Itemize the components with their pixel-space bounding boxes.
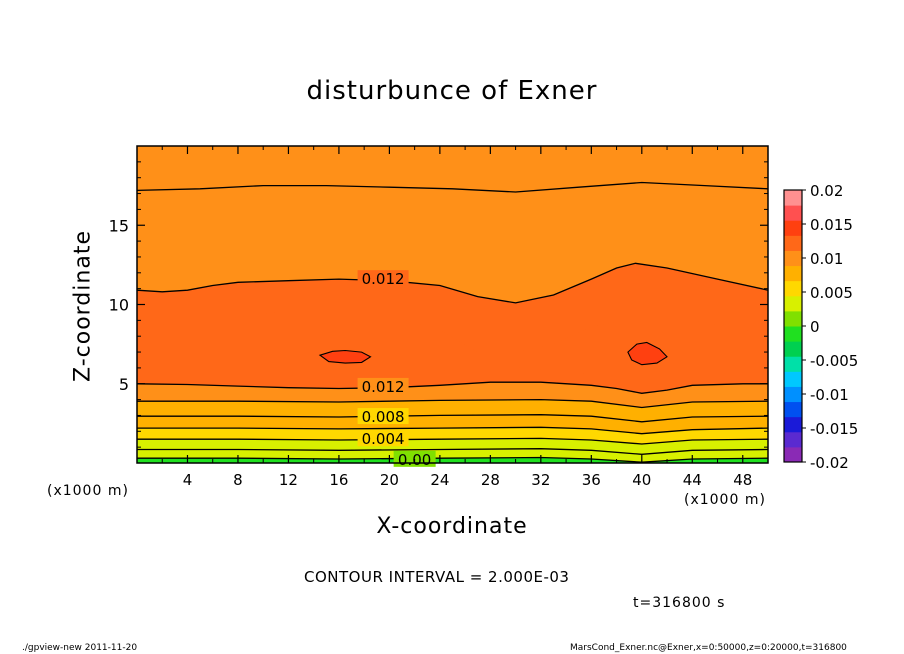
contour-band: [137, 414, 768, 434]
colorbar-tick-label: -0.015: [810, 420, 858, 438]
colorbar-tick-label: -0.005: [810, 352, 858, 370]
time-label: t=316800 s: [633, 595, 726, 611]
colorbar-swatch: [784, 416, 802, 433]
y-tick-label: 15: [109, 216, 129, 235]
x-tick-label: 40: [632, 471, 651, 489]
colorbar-swatch: [784, 401, 802, 418]
x-unit-label-left: (x1000 m): [47, 483, 129, 499]
contour-line: [137, 414, 769, 423]
x-axis-label: X-coordinate: [376, 514, 528, 539]
contour-line: [137, 448, 769, 455]
y-axis-label: Z-coordinate: [70, 230, 96, 382]
colorbar: 0.02 0.015 0.01 0.005 0 -0.005 -0.01 -0.015 -0.0…: [783, 182, 858, 472]
contour-label-bg: [357, 408, 409, 425]
colorbar-swatch: [784, 280, 802, 297]
contour-line-closed: [627, 341, 668, 366]
colorbar-swatch: [784, 446, 802, 463]
colorbar-tick-label: 0: [810, 318, 820, 336]
colorbar-swatch: [784, 220, 802, 236]
colorbar-swatch: [784, 190, 802, 206]
contour-line: [136, 381, 768, 394]
contour-line: [137, 426, 769, 435]
colorbar-swatch: [784, 326, 802, 342]
plot-area: [137, 146, 768, 463]
x-tick-label: 20: [380, 471, 399, 489]
footer-right: MarsCond_Exner.nc@Exner,x=0:50000,z=0:20…: [570, 643, 847, 653]
contour-label-bg: [357, 430, 409, 447]
x-unit-label-right: (x1000 m): [684, 492, 766, 508]
contour-line: [136, 181, 769, 193]
contour-band: [137, 309, 768, 378]
x-tick-label: 44: [683, 471, 702, 489]
contour-band: [137, 438, 768, 455]
colorbar-tick-label: 0.015: [810, 216, 853, 234]
contour-label: 0.004: [362, 430, 405, 448]
y-tick-label: 10: [109, 296, 129, 315]
colorbar-tick-label: -0.01: [810, 386, 849, 404]
colorbar-tick-label: 0.01: [810, 250, 843, 268]
contour-band: [137, 427, 768, 444]
x-tick-label: 8: [233, 471, 243, 489]
x-tick-label: 16: [329, 471, 348, 489]
colorbar-swatch: [784, 265, 802, 282]
colorbar-tick-label: 0.005: [810, 284, 853, 302]
colorbar-swatch: [784, 295, 802, 312]
colorbar-swatch: [784, 356, 802, 372]
contour-label: 0.012: [362, 270, 405, 288]
colorbar-swatch: [784, 250, 802, 267]
x-tick-label: 32: [531, 471, 550, 489]
x-tick-label: 36: [582, 471, 601, 489]
contour-band: [137, 146, 768, 192]
contour-band-maximum: [320, 350, 371, 364]
x-tick-label: 28: [481, 471, 500, 489]
colorbar-swatch: [784, 386, 802, 403]
contour-line: [137, 398, 769, 409]
colorbar-swatch: [784, 341, 802, 357]
x-tick-label: 4: [183, 471, 193, 489]
contour-label: 0.012: [362, 378, 405, 396]
contour-label: 0.008: [362, 408, 405, 426]
colorbar-tick-label: -0.02: [810, 454, 849, 472]
x-tick-label: 48: [733, 471, 752, 489]
colorbar-swatch: [784, 371, 802, 387]
contour-lines: [136, 181, 769, 463]
contour-label-bg: [357, 377, 409, 394]
contour-interval-note: CONTOUR INTERVAL = 2.000E-03: [304, 568, 570, 586]
contour-label-bg: [357, 270, 409, 287]
colorbar-swatch: [784, 310, 802, 327]
chart-title: disturbunce of Exner: [306, 76, 598, 106]
x-tick-label: 24: [430, 471, 449, 489]
colorbar-swatch: [784, 431, 802, 448]
footer-left: ./gpview-new 2011-11-20: [22, 643, 138, 653]
x-tick-label: 12: [279, 471, 298, 489]
colorbar-tick-label: 0.02: [810, 182, 843, 200]
colorbar-swatch: [784, 235, 802, 251]
contour-line-closed: [318, 349, 372, 364]
colorbar-swatch: [784, 205, 802, 221]
y-tick-label: 5: [119, 375, 129, 394]
contour-line: [137, 437, 769, 445]
contour-line: [136, 262, 769, 304]
